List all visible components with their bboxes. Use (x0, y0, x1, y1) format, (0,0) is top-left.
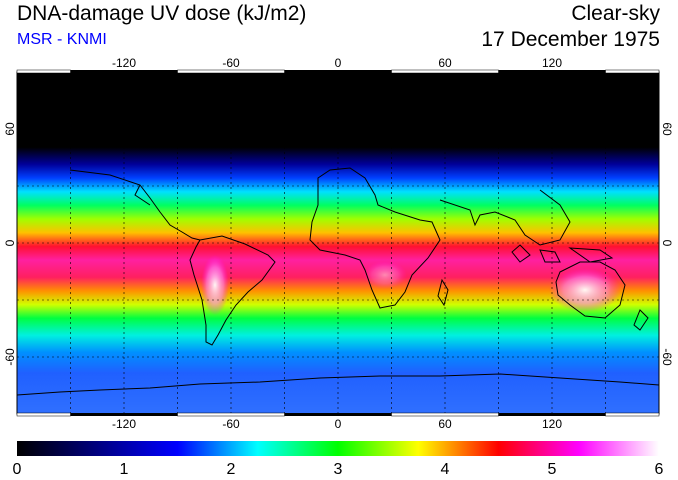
colorbar-tick-label: 4 (441, 461, 450, 478)
graticule (17, 72, 659, 414)
colorbar-tick-label: 0 (13, 461, 22, 478)
colorbar-tick-label: 2 (227, 461, 236, 478)
lon-label-top: 120 (542, 56, 562, 70)
lat-label-right: -60 (660, 348, 674, 366)
australia-hotspot (549, 268, 621, 312)
lon-label-bottom: 0 (335, 417, 342, 431)
lon-label-bottom: 120 (542, 417, 562, 431)
map-date: 17 December 1975 (481, 28, 660, 51)
lat-label-right: 60 (660, 122, 674, 136)
source-credit: MSR - KNMI (17, 31, 107, 48)
frame-ticks (16, 69, 660, 417)
lon-label-bottom: -60 (222, 417, 240, 431)
andes-hotspot (201, 255, 229, 315)
lon-label-top: 60 (438, 56, 452, 70)
lat-label-left: 0 (3, 239, 17, 246)
colorbar-tick-label: 5 (548, 461, 557, 478)
lat-label-left: -60 (3, 348, 17, 366)
lat-label-right: 0 (660, 240, 674, 247)
lon-label-top: -120 (112, 56, 136, 70)
lon-label-top: -60 (222, 56, 240, 70)
lon-label-bottom: -120 (112, 417, 136, 431)
colorbar-tick-label: 6 (655, 461, 664, 478)
map-title: DNA-damage UV dose (kJ/m2) (17, 2, 307, 25)
colorbar-tick-label: 1 (120, 461, 129, 478)
colorbar (17, 441, 659, 456)
coastlines (17, 167, 659, 396)
sky-condition: Clear-sky (571, 2, 660, 25)
lat-label-left: 60 (3, 122, 17, 136)
lon-label-top: 0 (335, 56, 342, 70)
colorbar-tick-label: 3 (334, 461, 343, 478)
lon-label-bottom: 60 (438, 417, 452, 431)
africa-hotspot (363, 261, 407, 289)
